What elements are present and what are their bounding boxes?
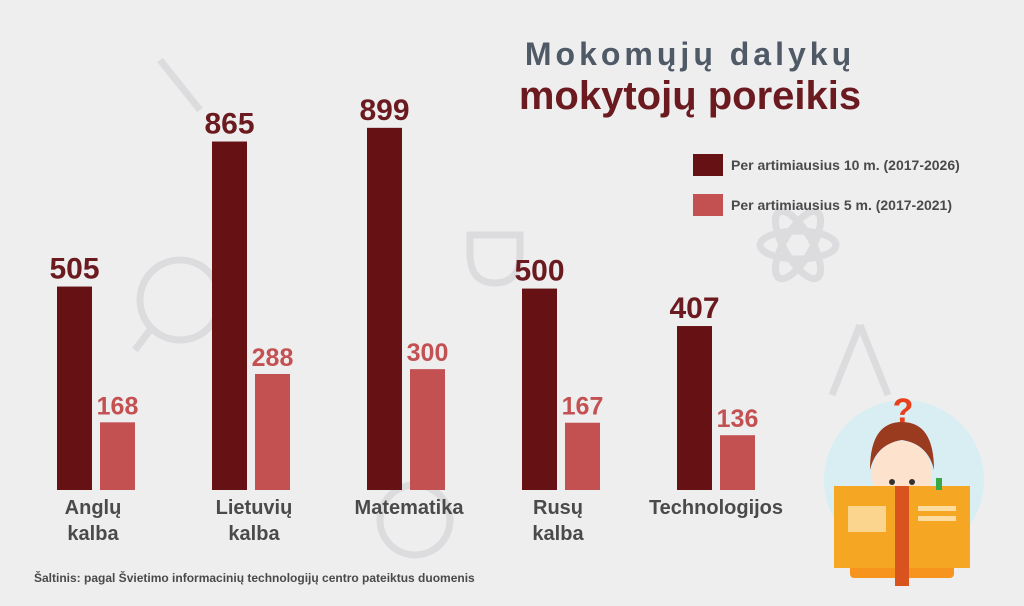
category-label-2: Matematika — [355, 497, 465, 519]
category-label-1: Lietuvių kalba — [216, 497, 293, 545]
bar-5y-2 — [410, 369, 445, 490]
student-reading-illustration: ? — [824, 392, 984, 586]
legend-label-10y: Per artimiausius 10 m. (2017-2026) — [731, 157, 960, 173]
value-label-10y-3: 500 — [514, 255, 564, 288]
value-label-5y-0: 168 — [97, 392, 139, 420]
compass-icon — [828, 323, 892, 397]
bar-10y-2 — [367, 127, 402, 491]
bar-5y-0 — [100, 422, 135, 490]
chart-title-line1: Mokomųjų dalykų — [524, 36, 856, 72]
question-mark-icon: ? — [893, 392, 914, 430]
value-label-5y-3: 167 — [562, 393, 604, 421]
bar-10y-3 — [522, 288, 557, 490]
pencil-icon — [157, 57, 203, 113]
source-note: Šaltinis: pagal Švietimo informacinių te… — [34, 571, 475, 585]
value-label-5y-1: 288 — [252, 344, 294, 372]
category-label-3: Rusų kalba — [532, 497, 584, 545]
legend-item-5y: Per artimiausius 5 m. (2017-2021) — [693, 194, 960, 216]
category-label-4: Technologijos — [649, 497, 783, 519]
bar-5y-3 — [565, 422, 600, 490]
value-label-10y-1: 865 — [204, 108, 254, 141]
value-label-10y-4: 407 — [669, 292, 719, 325]
legend-item-10y: Per artimiausius 10 m. (2017-2026) — [693, 154, 960, 176]
legend: Per artimiausius 10 m. (2017-2026) Per a… — [693, 154, 960, 234]
trophy-icon — [466, 231, 524, 287]
bar-10y-1 — [212, 141, 247, 490]
legend-swatch-5y — [693, 194, 723, 216]
legend-swatch-10y — [693, 154, 723, 176]
value-label-10y-2: 899 — [359, 94, 409, 127]
category-label-0: Anglų kalba — [65, 497, 122, 545]
magnifier-handle — [132, 327, 153, 353]
chart-title-line2: mokytojų poreikis — [518, 74, 862, 118]
value-label-10y-0: 505 — [49, 253, 99, 286]
value-label-5y-4: 136 — [717, 405, 759, 433]
bar-5y-1 — [255, 373, 290, 490]
atom-icon — [756, 227, 840, 263]
value-label-5y-2: 300 — [407, 339, 449, 367]
bar-10y-0 — [57, 286, 92, 490]
bar-5y-4 — [720, 435, 755, 490]
bar-10y-4 — [677, 326, 712, 490]
legend-label-5y: Per artimiausius 5 m. (2017-2021) — [731, 197, 953, 213]
